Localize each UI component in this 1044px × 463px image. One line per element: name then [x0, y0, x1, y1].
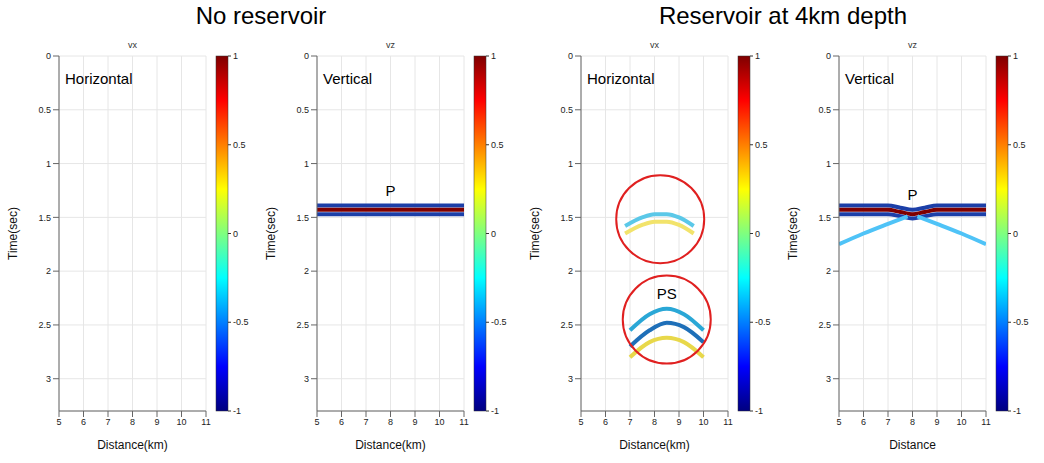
svg-text:7: 7 [363, 417, 368, 427]
svg-text:6: 6 [339, 417, 344, 427]
svg-text:2.5: 2.5 [560, 320, 573, 330]
svg-text:-1: -1 [491, 406, 499, 416]
svg-text:5: 5 [314, 417, 319, 427]
svg-text:1: 1 [826, 159, 831, 169]
svg-text:7: 7 [105, 417, 110, 427]
svg-text:1.5: 1.5 [38, 213, 51, 223]
svg-text:Time(sec): Time(sec) [6, 207, 20, 260]
html-text:Vertical: Vertical [845, 70, 895, 87]
svg-text:3: 3 [568, 374, 573, 384]
svg-text:Time(sec): Time(sec) [528, 207, 542, 260]
svg-text:-0.5: -0.5 [755, 317, 771, 327]
html-text:vx: vx [650, 40, 659, 50]
html-text:Horizontal: Horizontal [65, 70, 133, 87]
svg-text:8: 8 [652, 417, 657, 427]
svg-text:7: 7 [627, 417, 632, 427]
svg-text:10: 10 [956, 417, 966, 427]
svg-text:0.5: 0.5 [233, 140, 246, 150]
svg-text:1: 1 [491, 51, 496, 61]
svg-text:2: 2 [568, 266, 573, 276]
svg-text:6: 6 [861, 417, 866, 427]
svg-text:1.5: 1.5 [296, 213, 309, 223]
html-text:Vertical: Vertical [323, 70, 373, 87]
svg-text:11: 11 [459, 417, 468, 427]
svg-text:-0.5: -0.5 [1013, 317, 1029, 327]
svg-text:0.5: 0.5 [491, 140, 504, 150]
svg-text:Distance(km): Distance(km) [619, 438, 690, 452]
svg-text:P: P [907, 186, 917, 203]
svg-text:1: 1 [568, 159, 573, 169]
svg-text:-0.5: -0.5 [491, 317, 507, 327]
svg-text:-0.5: -0.5 [233, 317, 249, 327]
svg-text:0.5: 0.5 [296, 105, 309, 115]
svg-text:8: 8 [910, 417, 915, 427]
svg-text:-1: -1 [755, 406, 763, 416]
svg-text:-1: -1 [1013, 406, 1021, 416]
svg-text:2: 2 [46, 266, 51, 276]
svg-text:0: 0 [568, 51, 573, 61]
svg-text:0.5: 0.5 [1013, 140, 1026, 150]
svg-text:2: 2 [826, 266, 831, 276]
svg-text:11: 11 [981, 417, 990, 427]
svg-text:0.5: 0.5 [818, 105, 831, 115]
svg-text:PS: PS [657, 285, 677, 302]
svg-text:0: 0 [304, 51, 309, 61]
svg-text:0.5: 0.5 [755, 140, 768, 150]
svg-text:2.5: 2.5 [818, 320, 831, 330]
svg-text:8: 8 [388, 417, 393, 427]
svg-text:Time(sec): Time(sec) [264, 207, 278, 260]
svg-text:3: 3 [46, 374, 51, 384]
svg-text:10: 10 [176, 417, 186, 427]
svg-text:2: 2 [304, 266, 309, 276]
svg-text:6: 6 [81, 417, 86, 427]
svg-text:11: 11 [201, 417, 210, 427]
svg-text:2.5: 2.5 [38, 320, 51, 330]
svg-text:0: 0 [491, 229, 496, 239]
svg-text:6: 6 [603, 417, 608, 427]
svg-text:3: 3 [826, 374, 831, 384]
svg-text:9: 9 [412, 417, 417, 427]
svg-text:Distance: Distance [889, 438, 936, 452]
svg-text:0: 0 [1013, 229, 1018, 239]
svg-text:0: 0 [755, 229, 760, 239]
svg-text:P: P [385, 182, 395, 199]
svg-text:9: 9 [934, 417, 939, 427]
svg-text:0.5: 0.5 [560, 105, 573, 115]
svg-text:Time(sec): Time(sec) [786, 207, 800, 260]
svg-text:9: 9 [676, 417, 681, 427]
svg-text:8: 8 [130, 417, 135, 427]
svg-text:3: 3 [304, 374, 309, 384]
svg-text:5: 5 [578, 417, 583, 427]
html-text:No reservoir: No reservoir [195, 2, 327, 29]
html-text:vz: vz [908, 40, 917, 50]
html-text:Reservoir at 4km depth: Reservoir at 4km depth [658, 2, 907, 29]
svg-text:10: 10 [434, 417, 444, 427]
svg-text:-1: -1 [233, 406, 241, 416]
html-text:vx: vx [128, 40, 137, 50]
html-text:Horizontal: Horizontal [587, 70, 655, 87]
svg-text:7: 7 [885, 417, 890, 427]
html-text:vz: vz [386, 40, 395, 50]
svg-text:1.5: 1.5 [818, 213, 831, 223]
svg-text:10: 10 [698, 417, 708, 427]
svg-text:1: 1 [233, 51, 238, 61]
svg-text:5: 5 [836, 417, 841, 427]
svg-text:2.5: 2.5 [296, 320, 309, 330]
svg-text:1: 1 [1013, 51, 1018, 61]
svg-text:9: 9 [154, 417, 159, 427]
svg-text:0.5: 0.5 [38, 105, 51, 115]
svg-text:0: 0 [46, 51, 51, 61]
svg-text:5: 5 [56, 417, 61, 427]
svg-text:1.5: 1.5 [560, 213, 573, 223]
svg-text:Distance(km): Distance(km) [97, 438, 168, 452]
svg-text:1: 1 [304, 159, 309, 169]
svg-text:0: 0 [826, 51, 831, 61]
svg-text:1: 1 [755, 51, 760, 61]
svg-text:Distance(km): Distance(km) [355, 438, 426, 452]
svg-text:1: 1 [46, 159, 51, 169]
svg-text:11: 11 [723, 417, 732, 427]
svg-text:0: 0 [233, 229, 238, 239]
